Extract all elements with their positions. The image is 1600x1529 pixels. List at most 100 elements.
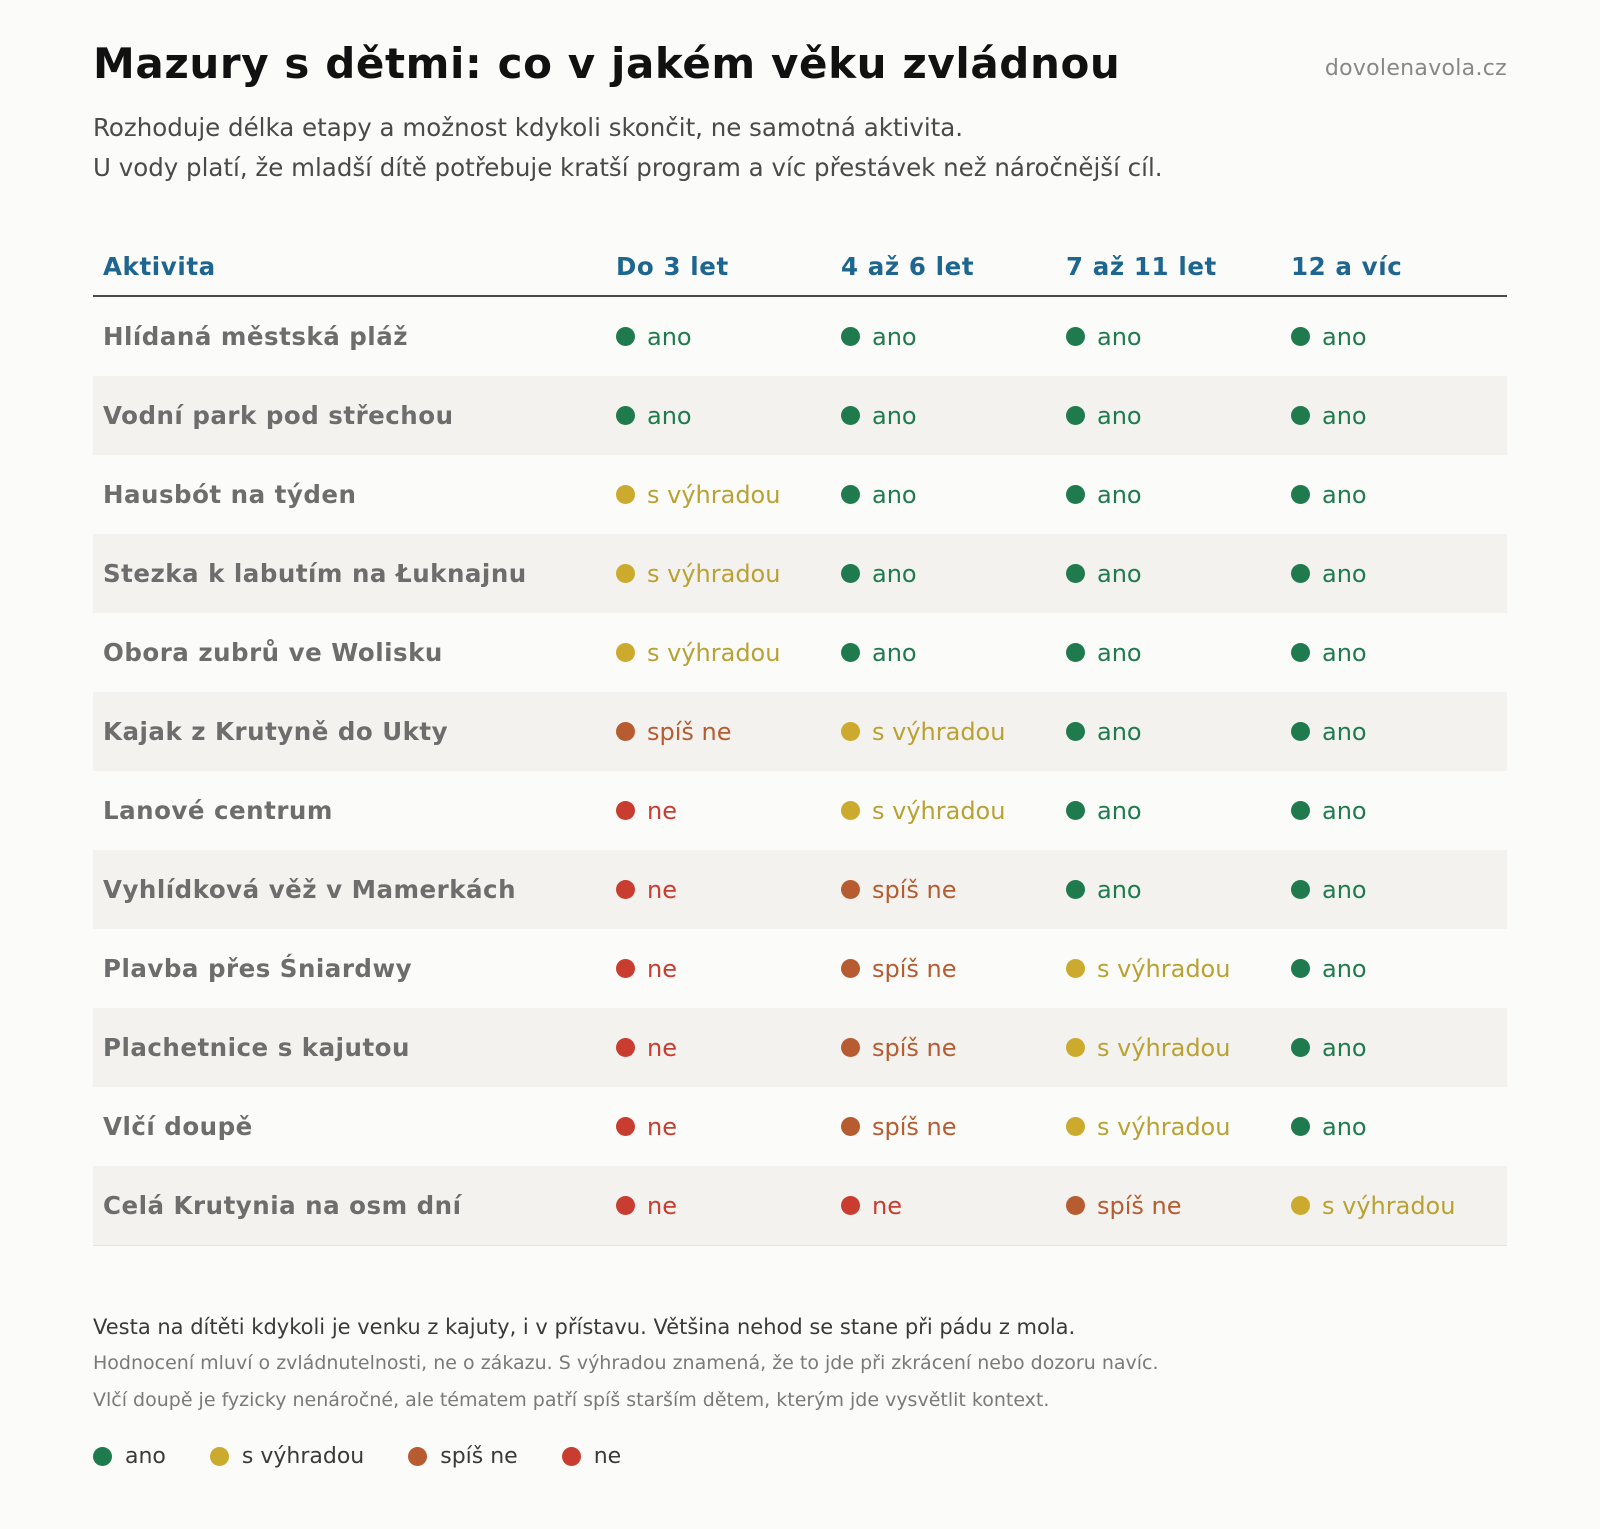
rating-cell: spíš ne <box>831 1034 1056 1062</box>
status-dot-icon <box>841 564 860 583</box>
rating-label: spíš ne <box>1097 1191 1182 1220</box>
activity-name: Plavba přes Śniardwy <box>103 954 413 983</box>
status-dot-icon <box>616 1196 635 1215</box>
status-dot-icon <box>1066 643 1085 662</box>
rating-label: ano <box>1322 638 1367 667</box>
rating-cell: spíš ne <box>831 1113 1056 1141</box>
legend-dot-icon <box>408 1447 428 1466</box>
status-dot-icon <box>841 880 860 899</box>
status-dot-icon <box>1291 327 1310 346</box>
rating-label: spíš ne <box>872 875 957 904</box>
legend-item: ano <box>93 1444 166 1469</box>
age-suitability-table: Aktivita Do 3 let 4 až 6 let 7 až 11 let… <box>93 238 1507 1246</box>
column-header-age-7-11: 7 až 11 let <box>1066 252 1217 281</box>
activity-name: Kajak z Krutyně do Ukty <box>103 717 449 746</box>
status-dot-icon <box>1066 1196 1085 1215</box>
rating-cell: ne <box>831 1192 1056 1220</box>
status-dot-icon <box>841 722 860 741</box>
status-dot-icon <box>616 1117 635 1136</box>
status-dot-icon <box>841 1038 860 1057</box>
rating-cell: spíš ne <box>831 955 1056 983</box>
legend-label: ne <box>593 1444 622 1469</box>
rating-label: ano <box>872 322 917 351</box>
rating-cell: ano <box>1281 639 1506 667</box>
rating-label: ano <box>872 401 917 430</box>
status-dot-icon <box>841 485 860 504</box>
rating-label: ano <box>1097 322 1142 351</box>
status-dot-icon <box>1291 406 1310 425</box>
rating-cell: s výhradou <box>606 639 831 667</box>
status-dot-icon <box>1066 1117 1085 1136</box>
column-header-age-0-3: Do 3 let <box>616 252 729 281</box>
rating-label: ne <box>647 1112 677 1141</box>
rating-cell: ano <box>1281 797 1506 825</box>
rating-cell: ano <box>831 560 1056 588</box>
rating-label: ano <box>1097 401 1142 430</box>
table-header-row: Aktivita Do 3 let 4 až 6 let 7 až 11 let… <box>93 238 1507 297</box>
rating-label: s výhradou <box>1097 1112 1231 1141</box>
page-title: Mazury s dětmi: co v jakém věku zvládnou <box>93 39 1121 88</box>
site-name: dovolenavola.cz <box>1324 56 1507 81</box>
status-dot-icon <box>1066 406 1085 425</box>
rating-cell: ano <box>1281 323 1506 351</box>
rating-label: spíš ne <box>647 717 732 746</box>
status-dot-icon <box>1291 1038 1310 1057</box>
rating-label: ano <box>872 559 917 588</box>
rating-label: ano <box>647 401 692 430</box>
legend-item: spíš ne <box>408 1444 518 1469</box>
activity-name: Obora zubrů ve Wolisku <box>103 638 443 667</box>
status-dot-icon <box>1066 801 1085 820</box>
legend-item: ne <box>561 1444 622 1469</box>
status-dot-icon <box>616 406 635 425</box>
rating-cell: ne <box>606 1192 831 1220</box>
status-dot-icon <box>1291 564 1310 583</box>
rating-cell: ano <box>831 481 1056 509</box>
status-dot-icon <box>1291 485 1310 504</box>
rating-label: ano <box>872 638 917 667</box>
legend-dot-icon <box>209 1447 229 1466</box>
rating-label: ano <box>872 480 917 509</box>
activity-name: Celá Krutynia na osm dní <box>103 1191 462 1220</box>
legend: ano s výhradou spíš ne ne <box>93 1444 665 1469</box>
table-row: Celá Krutynia na osm dní ne ne spíš ne s výh… <box>93 1166 1507 1246</box>
rating-label: ano <box>1322 559 1367 588</box>
rating-cell: ano <box>1281 1034 1506 1062</box>
rating-label: ano <box>1097 796 1142 825</box>
table-row: Vodní park pod střechou ano ano ano ano <box>93 376 1507 455</box>
table-row: Kajak z Krutyně do Ukty spíš ne s výhradou… <box>93 692 1507 771</box>
status-dot-icon <box>616 327 635 346</box>
activity-name: Hausbót na týden <box>103 480 357 509</box>
rating-cell: ano <box>1281 718 1506 746</box>
column-header-activity: Aktivita <box>103 252 216 281</box>
rating-label: ano <box>1097 480 1142 509</box>
status-dot-icon <box>1066 485 1085 504</box>
rating-cell: s výhradou <box>606 481 831 509</box>
status-dot-icon <box>841 643 860 662</box>
rating-cell: ano <box>1056 639 1281 667</box>
rating-label: ano <box>1322 480 1367 509</box>
rating-cell: ano <box>1056 481 1281 509</box>
activity-name: Stezka k labutím na Łuknajnu <box>103 559 527 588</box>
rating-label: s výhradou <box>647 559 781 588</box>
status-dot-icon <box>616 564 635 583</box>
rating-label: ano <box>1322 796 1367 825</box>
status-dot-icon <box>616 880 635 899</box>
status-dot-icon <box>1066 722 1085 741</box>
status-dot-icon <box>1291 1117 1310 1136</box>
table-row: Lanové centrum ne s výhradou ano ano <box>93 771 1507 850</box>
rating-label: s výhradou <box>872 796 1006 825</box>
rating-cell: ano <box>1056 560 1281 588</box>
status-dot-icon <box>1066 880 1085 899</box>
rating-label: ano <box>1097 717 1142 746</box>
rating-cell: ne <box>606 1113 831 1141</box>
status-dot-icon <box>1291 880 1310 899</box>
status-dot-icon <box>616 485 635 504</box>
rating-cell: s výhradou <box>1056 955 1281 983</box>
rating-cell: spíš ne <box>606 718 831 746</box>
table-row: Plavba přes Śniardwy ne spíš ne s výhradou a… <box>93 929 1507 1008</box>
status-dot-icon <box>841 959 860 978</box>
legend-label: ano <box>125 1444 166 1469</box>
legend-dot-icon <box>93 1447 112 1466</box>
rating-cell: ano <box>1056 876 1281 904</box>
